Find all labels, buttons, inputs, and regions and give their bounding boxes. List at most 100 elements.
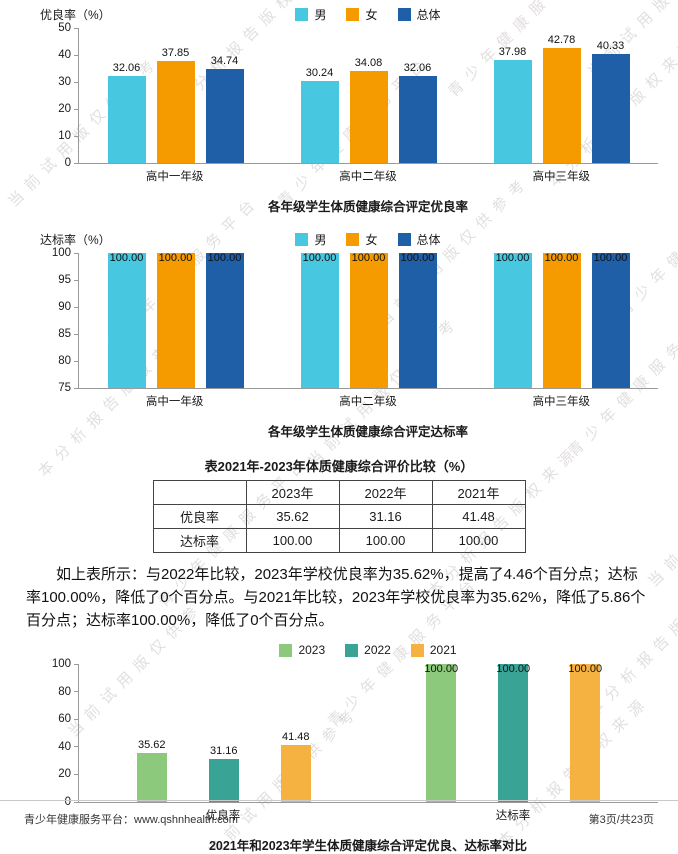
bar-value: 100.00 — [544, 252, 579, 264]
bar-value: 32.06 — [403, 62, 432, 75]
legend-item: 总体 — [397, 6, 441, 23]
table-cell: 100.00 — [245, 528, 340, 553]
bar-value: 34.08 — [354, 56, 383, 69]
table-header-cell — [152, 480, 247, 505]
y-tick: 60 — [58, 713, 79, 725]
bar: 30.24 — [300, 67, 339, 163]
bar-value: 41.48 — [281, 730, 310, 743]
bar-group: 32.06 37.85 34.74 — [79, 28, 272, 163]
bar: 100.00 — [568, 663, 603, 802]
category-label: 高中三年级 — [532, 171, 591, 183]
legend-item: 总体 — [397, 231, 441, 248]
bar-group: 100.00 100.00 100.00 — [79, 252, 272, 388]
legend-item: 2022 — [345, 643, 391, 657]
y-tick: 100 — [52, 247, 79, 259]
y-tick: 20 — [58, 768, 79, 780]
bar-value: 35.62 — [137, 738, 166, 751]
y-tick: 100 — [52, 658, 79, 670]
bar-value: 100.00 — [302, 252, 337, 264]
footer-page-number: 第3页/共23页 — [588, 814, 654, 826]
bar: 34.08 — [349, 57, 388, 163]
legend-swatch-2023 — [279, 643, 293, 657]
legend-swatch-overall — [397, 232, 411, 246]
legend-item: 男 — [295, 231, 326, 248]
table-header-cell: 2023年 — [245, 480, 340, 505]
table-cell: 100.00 — [338, 528, 433, 553]
bar: 100.00 — [496, 663, 530, 802]
bar: 100.00 — [300, 252, 339, 388]
bar-group: 100.00 100.00 100.00 — [465, 252, 658, 388]
bar-value: 34.74 — [210, 55, 239, 68]
bar: 32.06 — [398, 62, 437, 163]
legend-swatch-female — [346, 232, 360, 246]
legend: 2023 2022 2021 — [78, 640, 658, 660]
x-axis-labels: 高中一年级 高中二年级 高中三年级 — [78, 168, 658, 184]
bar-value: 42.78 — [547, 33, 576, 46]
legend-item: 男 — [295, 6, 326, 23]
plot-area: 100 80 60 40 20 0 35.62 31.16 41.48 100.… — [52, 658, 659, 808]
legend-swatch-2021 — [410, 643, 424, 657]
x-axis-labels: 优良率 达标率 — [78, 807, 658, 823]
bar-value: 100.00 — [568, 663, 603, 675]
y-tick: 40 — [58, 49, 79, 61]
chart-title: 各年级学生体质健康综合评定优良率 — [267, 200, 468, 214]
bar: 100.00 — [107, 252, 146, 388]
table-cell: 100.00 — [431, 528, 526, 553]
bar: 100.00 — [493, 252, 532, 388]
y-tick: 50 — [58, 22, 79, 34]
excellent-rate-chart: 优良率（%） 男 女 总体 50 40 30 20 10 0 32.06 37.… — [40, 4, 658, 215]
bar-value: 100.00 — [109, 252, 144, 264]
bar-value: 37.98 — [498, 46, 527, 59]
legend-label: 总体 — [416, 232, 441, 247]
legend-swatch-male — [295, 7, 309, 21]
legend: 男 女 总体 — [78, 229, 658, 249]
legend-label: 2021 — [429, 643, 457, 657]
category-label: 高中二年级 — [339, 171, 397, 183]
legend: 男 女 总体 — [78, 4, 658, 24]
bar-group: 100.00 100.00 100.00 — [369, 663, 659, 802]
bar-value: 100.00 — [593, 252, 628, 264]
bar: 31.16 — [208, 745, 239, 802]
bar: 35.62 — [136, 739, 167, 802]
bar-value: 31.16 — [209, 745, 238, 757]
comparison-table-section: 表2021年-2023年体质健康综合评价比较（%） 2023年 2022年 20… — [0, 456, 678, 553]
analysis-paragraph: 如上表所示：与2022年比较，2023年学校优良率为35.62%，提高了4.46… — [26, 566, 646, 629]
category-label: 高中二年级 — [339, 396, 397, 408]
y-tick: 40 — [58, 741, 79, 753]
table-header-cell: 2022年 — [338, 480, 433, 505]
bar: 34.74 — [205, 55, 244, 163]
y-tick: 0 — [65, 157, 79, 169]
bar-group: 30.24 34.08 32.06 — [272, 28, 465, 163]
row-label: 优良率 — [152, 504, 247, 529]
legend-swatch-2022 — [345, 643, 359, 657]
y-tick: 85 — [58, 328, 79, 340]
legend-label: 总体 — [416, 7, 441, 22]
bar-value: 100.00 — [158, 252, 193, 264]
chart-header: 2023 2022 2021 — [78, 640, 658, 660]
bar: 100.00 — [424, 663, 458, 802]
bar-value: 40.33 — [596, 40, 625, 53]
page-footer: 青少年健康服务平台：www.qshnhealth.com 第3页/共23页 — [0, 800, 678, 850]
bar-value: 30.24 — [305, 67, 334, 80]
y-tick: 80 — [58, 355, 79, 367]
table-row: 优良率 35.62 31.16 41.48 — [152, 504, 526, 529]
chart-header: 优良率（%） 男 女 总体 — [40, 4, 658, 24]
y-tick: 90 — [58, 301, 79, 313]
table-header-cell: 2021年 — [431, 480, 526, 505]
legend-swatch-male — [295, 232, 309, 246]
bar-group: 37.98 42.78 40.33 — [465, 28, 658, 163]
bar: 42.78 — [542, 34, 581, 163]
bar: 100.00 — [205, 252, 244, 388]
y-tick: 0 — [65, 796, 79, 808]
bar: 100.00 — [156, 252, 195, 388]
bar: 100.00 — [349, 252, 388, 388]
legend-item: 女 — [346, 231, 378, 248]
table-cell: 41.48 — [431, 504, 526, 529]
plot-area: 100 95 90 85 80 75 100.00 100.00 100.00 … — [52, 247, 658, 394]
y-tick: 10 — [58, 130, 79, 142]
y-tick: 75 — [58, 382, 79, 394]
bar-value: 100.00 — [351, 252, 386, 264]
bar-group: 100.00 100.00 100.00 — [272, 252, 465, 388]
y-axis-title: 优良率（%） — [40, 8, 111, 22]
